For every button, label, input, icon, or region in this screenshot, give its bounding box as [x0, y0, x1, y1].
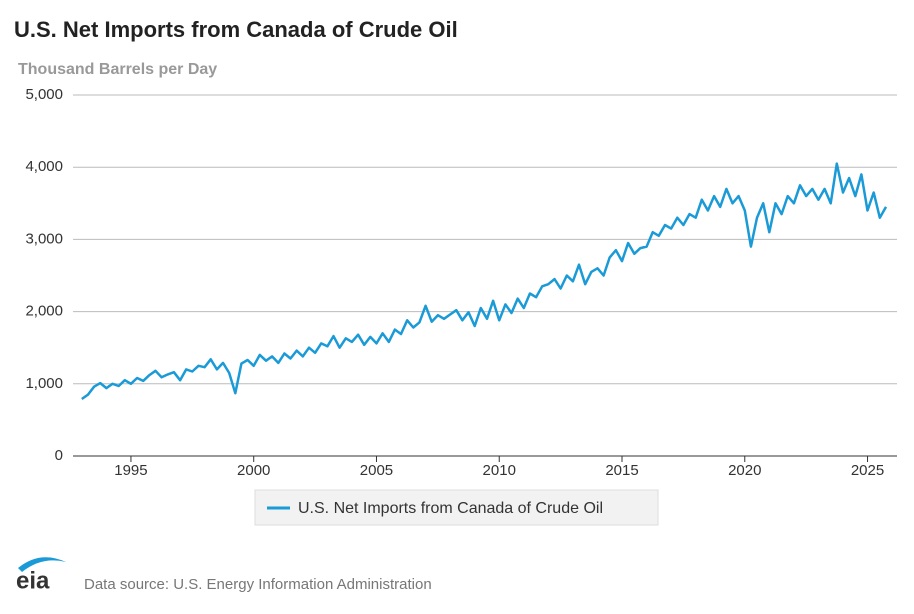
svg-text:eia: eia [16, 567, 50, 594]
x-tick-label: 2020 [728, 462, 761, 479]
x-tick-label: 1995 [114, 462, 147, 479]
y-tick-label: 5,000 [25, 86, 63, 103]
source: Data source: U.S. Energy Information Adm… [84, 576, 432, 593]
legend-box [254, 489, 659, 526]
data-line [81, 162, 888, 401]
y-tick-label: 2,000 [25, 303, 63, 320]
y-tick-label: 3,000 [25, 230, 63, 247]
x-tick-label: 2015 [605, 462, 638, 479]
legend-label: U.S. Net Imports from Canada of Crude Oi… [298, 500, 603, 517]
y-tick-label: 0 [55, 447, 63, 464]
y-tick-label: 1,000 [25, 375, 63, 392]
x-tick-label: 2000 [237, 462, 270, 479]
x-tick-label: 2010 [483, 462, 516, 479]
eia-logo: eia [16, 557, 66, 594]
subtitle: Thousand Barrels per Day [18, 61, 217, 78]
x-tick-label: 2005 [360, 462, 393, 479]
chart-title: U.S. Net Imports from Canada of Crude Oi… [14, 17, 458, 42]
y-tick-label: 4,000 [25, 158, 63, 175]
x-tick-label: 2025 [851, 462, 884, 479]
